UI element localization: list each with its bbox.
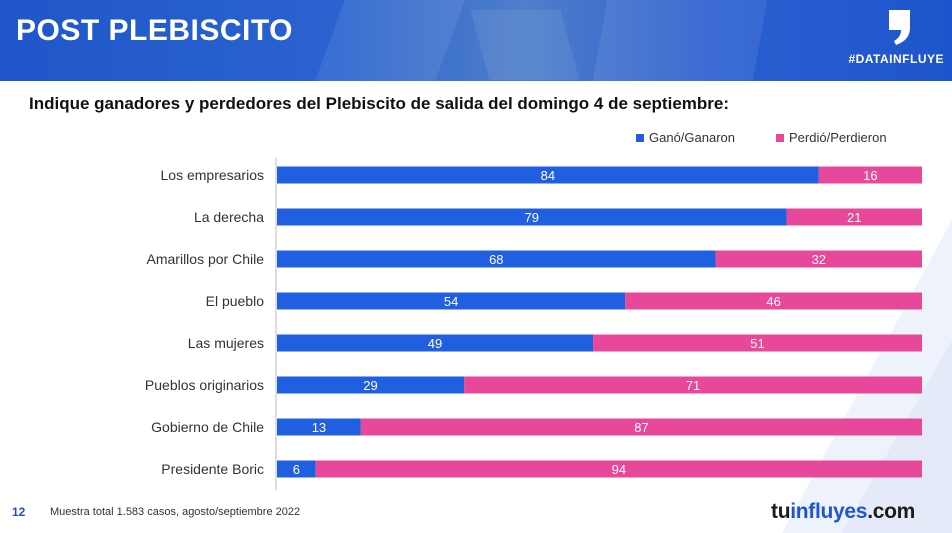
data-label-won: 49 xyxy=(428,336,442,351)
bar-lost xyxy=(464,376,922,394)
bar-won xyxy=(277,166,819,184)
category-label: Las mujeres xyxy=(188,335,264,351)
data-label-won: 6 xyxy=(293,462,300,477)
bar-lost xyxy=(593,334,922,352)
brand-part-influyes: influyes xyxy=(790,500,868,523)
data-label-won: 68 xyxy=(489,252,503,267)
hashtag-label: #DATAINFLUYE xyxy=(848,52,944,66)
data-label-won: 54 xyxy=(444,294,458,309)
bar-won xyxy=(277,292,626,310)
quote-logo-icon xyxy=(889,10,910,45)
category-label: La derecha xyxy=(194,209,264,225)
data-label-lost: 94 xyxy=(612,462,626,477)
legend-item-lost: Perdió/Perdieron xyxy=(776,130,887,145)
bar-lost xyxy=(786,208,922,226)
bar-won xyxy=(277,334,594,352)
data-label-lost: 32 xyxy=(812,252,826,267)
category-label: Presidente Boric xyxy=(161,461,264,477)
page-title: POST PLEBISCITO xyxy=(16,14,293,47)
banner-photo-shape xyxy=(470,10,580,80)
data-label-lost: 71 xyxy=(686,378,700,393)
data-label-won: 13 xyxy=(312,420,326,435)
bar-lost xyxy=(360,418,923,436)
legend-label-won: Ganó/Ganaron xyxy=(649,130,736,145)
bar-won xyxy=(277,376,465,394)
legend-swatch-lost xyxy=(776,133,784,142)
brand-part-com: .com xyxy=(867,500,916,523)
survey-question: Indique ganadores y perdedores del Plebi… xyxy=(29,94,730,113)
legend-item-won: Ganó/Ganaron xyxy=(636,130,735,145)
bar-won xyxy=(277,250,716,268)
data-label-lost: 51 xyxy=(750,336,764,351)
bar-won xyxy=(277,418,361,436)
category-label: Los empresarios xyxy=(161,167,265,183)
data-label-won: 79 xyxy=(525,210,539,225)
legend-swatch-won xyxy=(636,133,644,142)
bar-lost xyxy=(818,166,922,184)
bar-won xyxy=(277,208,787,226)
legend-label-lost: Perdió/Perdieron xyxy=(789,130,887,145)
sample-note: Muestra total 1.583 casos, agosto/septie… xyxy=(50,506,301,518)
data-label-won: 84 xyxy=(541,168,555,183)
bar-lost xyxy=(625,292,922,310)
category-label: El pueblo xyxy=(206,293,265,309)
banner-photo-shape xyxy=(315,0,465,81)
banner-photo-shape xyxy=(592,0,768,81)
bar-won xyxy=(277,460,316,478)
category-label: Amarillos por Chile xyxy=(147,251,265,267)
data-label-lost: 46 xyxy=(766,294,780,309)
header-banner: POST PLEBISCITO #DATAINFLUYE xyxy=(0,0,952,81)
data-label-lost: 87 xyxy=(634,420,648,435)
bar-lost xyxy=(315,460,922,478)
page-number: 12 xyxy=(12,505,26,519)
bar-lost xyxy=(715,250,922,268)
data-label-lost: 16 xyxy=(863,168,877,183)
brand-logo: tuinfluyes.com xyxy=(771,500,915,524)
category-label: Pueblos originarios xyxy=(145,377,264,393)
category-label: Gobierno de Chile xyxy=(151,419,264,435)
data-label-won: 29 xyxy=(363,378,377,393)
stacked-bar-chart: Los empresarios 84 16 La derecha 79 21 Amarill… xyxy=(145,158,923,490)
data-label-lost: 21 xyxy=(847,210,861,225)
brand-part-tu: tu xyxy=(771,500,791,523)
